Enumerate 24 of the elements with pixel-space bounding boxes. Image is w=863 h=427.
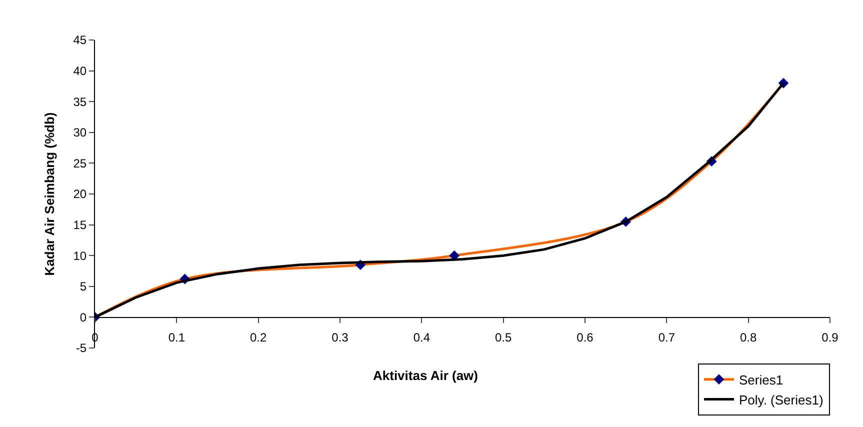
- y-tick-label: 40: [73, 64, 87, 78]
- y-tick-label: 30: [73, 126, 87, 140]
- y-tick-label: 0: [80, 310, 87, 324]
- y-tick-label: 25: [73, 156, 87, 170]
- y-tick-label: -5: [76, 341, 87, 356]
- y-tick-label: 5: [80, 280, 87, 294]
- y-tick-label: 35: [73, 94, 87, 109]
- y-tick-label: 45: [73, 33, 87, 48]
- x-tick-label: 0.6: [576, 330, 594, 345]
- x-tick-label: 0.3: [332, 330, 349, 345]
- x-tick-label: 0.5: [494, 330, 512, 345]
- y-tick-label: 20: [73, 187, 87, 202]
- y-axis-title: Kadar Air Seimbang (%db): [42, 112, 58, 276]
- y-tick-label: 10: [73, 248, 87, 263]
- x-tick-label: 0.1: [168, 330, 186, 345]
- x-tick-label: 0.7: [658, 330, 676, 345]
- x-tick-label: 0.9: [822, 330, 839, 345]
- legend-label: Poly. (Series1): [739, 392, 824, 408]
- x-tick-label: 0.2: [250, 330, 267, 345]
- x-tick-label: 0.8: [740, 330, 757, 345]
- x-tick-label: 0.4: [413, 330, 430, 345]
- legend-label: Series1: [739, 372, 784, 388]
- y-tick-label: 15: [73, 218, 87, 232]
- x-axis-title: Aktivitas Air (aw): [373, 368, 478, 383]
